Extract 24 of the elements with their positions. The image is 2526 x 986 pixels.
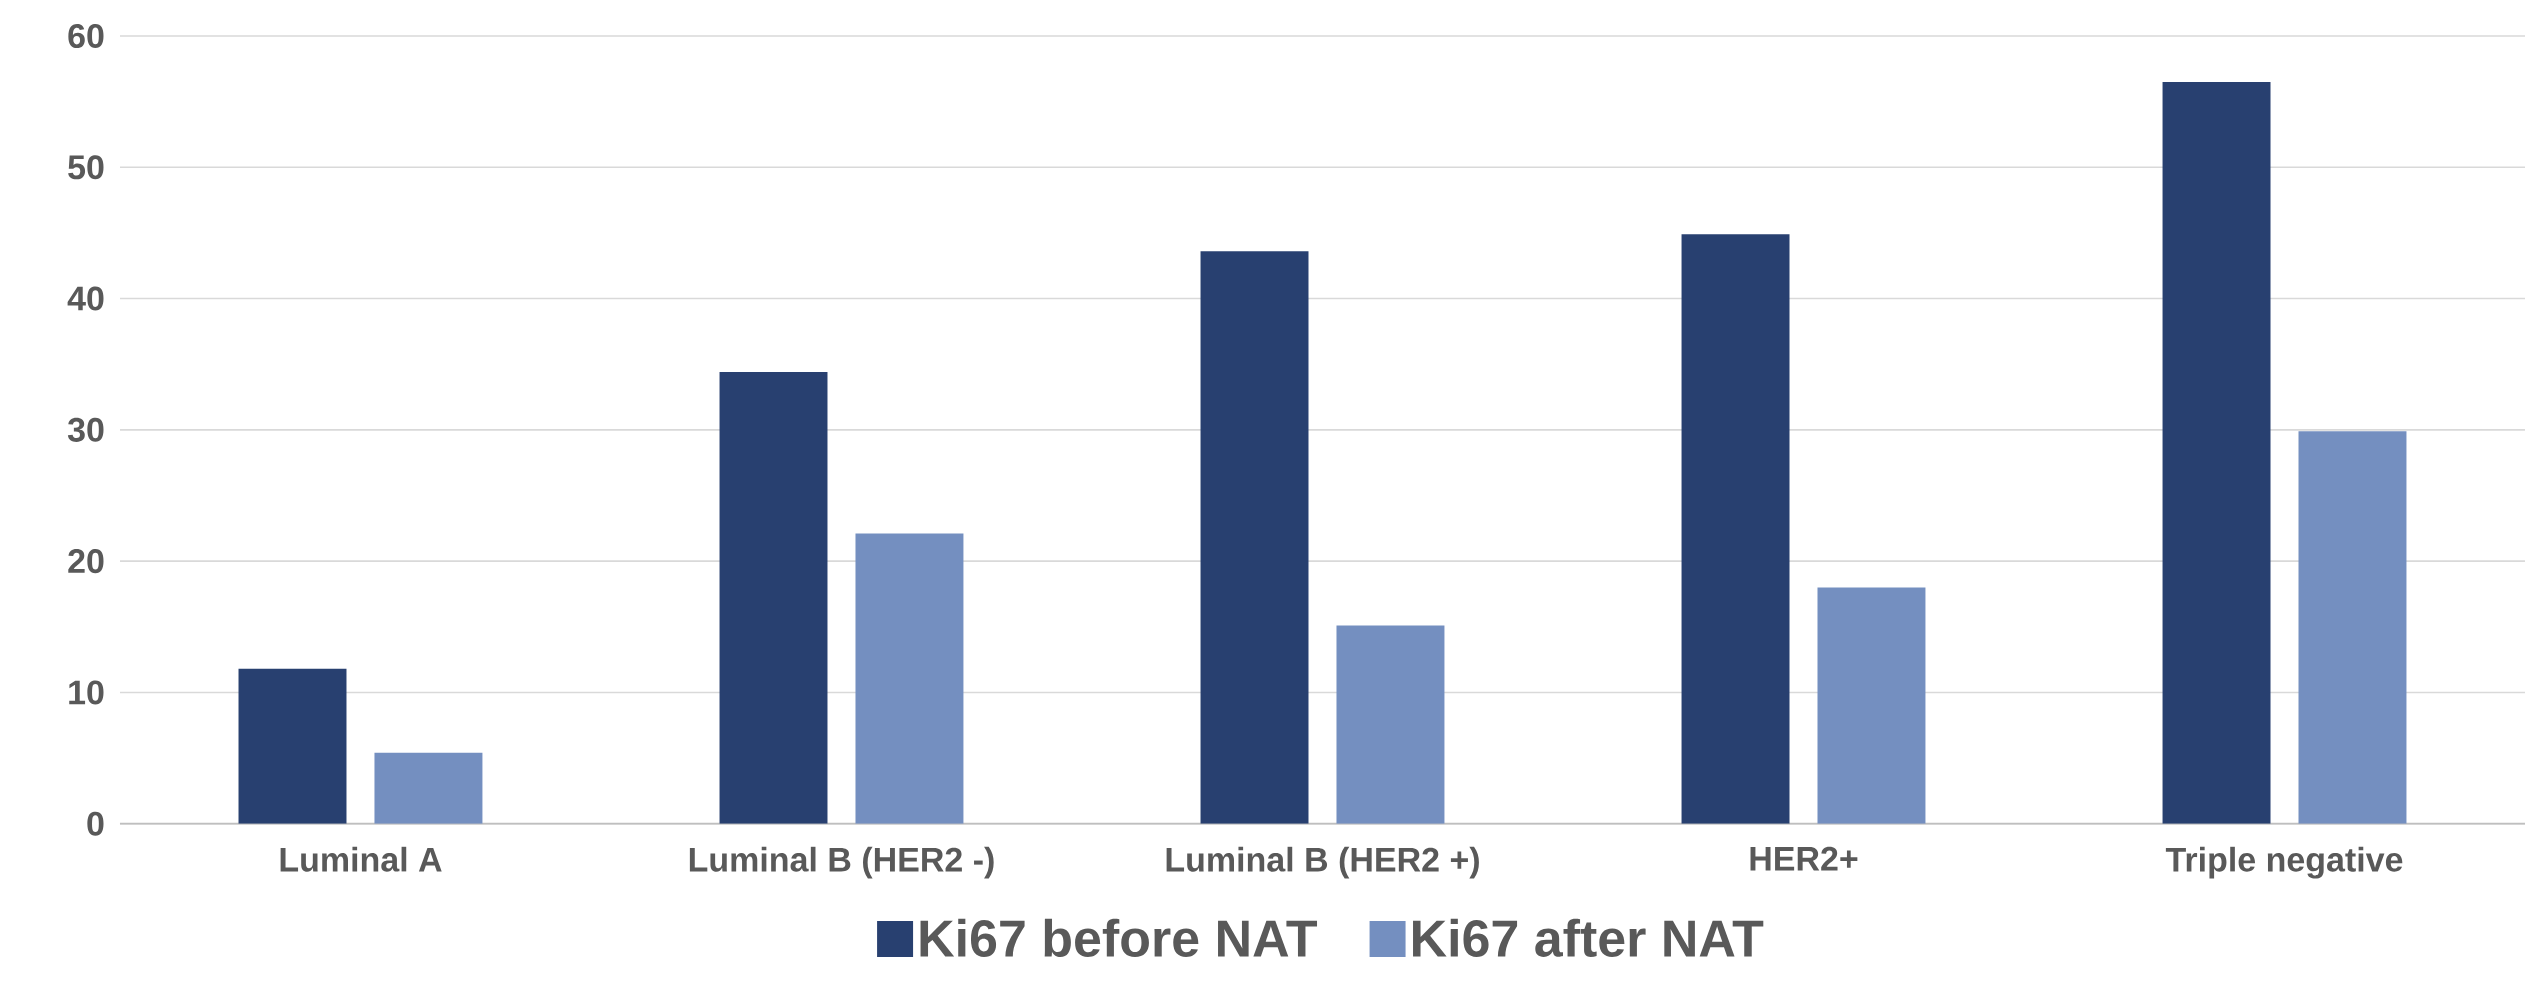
y-tick-label: 40 — [67, 286, 104, 311]
y-tick-label: 10 — [69, 680, 104, 705]
bar — [238, 668, 347, 824]
legend-label: Ki67 after NAT — [1413, 918, 1764, 958]
x-tick-label: HER2+ — [1750, 846, 1858, 871]
bar — [719, 372, 828, 824]
y-tick-label: 20 — [68, 549, 104, 574]
x-tick-label: Luminal B (HER2 -) — [689, 846, 994, 879]
y-tick-label: 0 — [87, 811, 104, 836]
y-tick-label: 50 — [68, 155, 104, 180]
bar — [2298, 431, 2407, 824]
bar — [1681, 234, 1790, 824]
y-tick-label: 60 — [68, 24, 104, 49]
bar — [1817, 587, 1926, 824]
legend-label: Ki67 before NAT — [920, 918, 1318, 958]
bar — [1200, 251, 1309, 824]
bar — [374, 752, 483, 824]
x-tick-label: Triple negative — [2165, 846, 2403, 879]
x-tick-label: Luminal B (HER2 +) — [1166, 846, 1479, 879]
bar — [855, 533, 964, 824]
bar — [1336, 625, 1445, 824]
y-tick-label: 30 — [67, 417, 104, 443]
bar — [2162, 82, 2271, 824]
x-tick-label: Luminal A — [280, 846, 442, 872]
